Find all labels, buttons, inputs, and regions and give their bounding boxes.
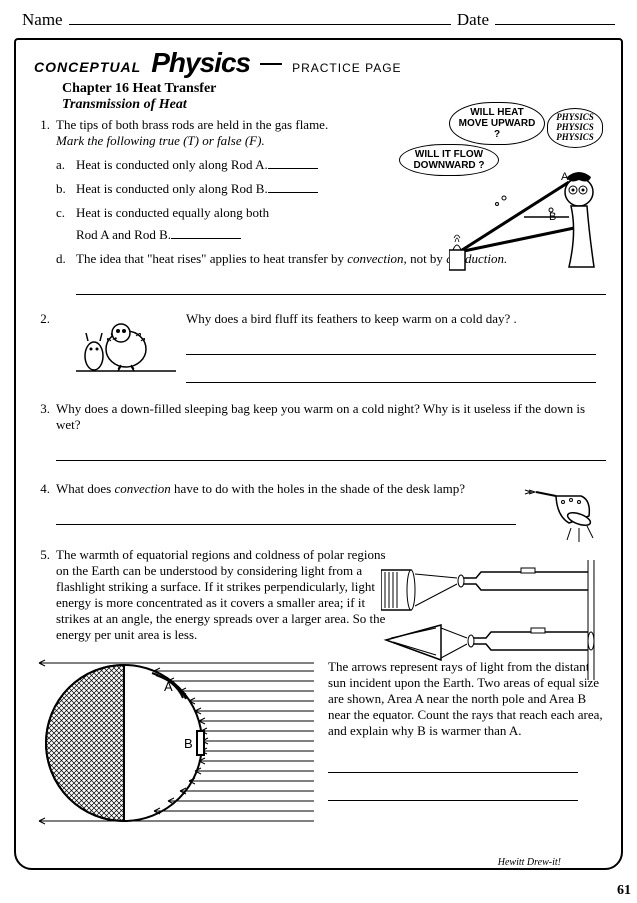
question-3: 3. Why does a down-filled sleeping bag k… [34, 401, 603, 461]
question-2: 2. Why does a bird fluff its feathers to… [34, 311, 603, 383]
q1-a-blank[interactable] [268, 157, 318, 169]
flashlight-icon [381, 560, 601, 680]
cartoon-rods: WILL HEAT MOVE UPWARD ? WILL IT FLOW DOW… [399, 102, 599, 272]
header: Name Date [14, 10, 623, 30]
q1-number: 1. [34, 117, 56, 295]
brand-rule [260, 63, 282, 65]
q1-b-letter: b. [56, 181, 76, 197]
brand-practice-page: PRACTICE PAGE [292, 61, 401, 75]
signature: Hewitt Drew-it! [498, 857, 561, 868]
q1-c-blank[interactable] [171, 227, 241, 239]
bird-icon [76, 311, 176, 381]
q1-b-blank[interactable] [268, 181, 318, 193]
q4-number: 4. [34, 481, 56, 525]
earth-area-b-label: B [184, 736, 193, 751]
q2-number: 2. [34, 311, 56, 327]
lamp-icon [521, 488, 601, 548]
q1-c-text1: Heat is conducted equally along both [76, 205, 269, 221]
q4-answer-line[interactable] [56, 509, 516, 525]
q1-a-letter: a. [56, 157, 76, 173]
q1-d-answer-line[interactable] [76, 279, 606, 295]
q1-d-letter: d. [56, 251, 76, 267]
page-number: 61 [617, 883, 631, 899]
q1-c-text2: Rod A and Rod B. [76, 227, 171, 242]
q2-answer-line-1[interactable] [186, 339, 596, 355]
q3-answer-line[interactable] [56, 445, 606, 461]
q2-text: Why does a bird fluff its feathers to ke… [186, 311, 603, 327]
q1-b-text: Heat is conducted only along Rod B. [76, 181, 268, 196]
q2-answer-line-2[interactable] [186, 367, 596, 383]
earth-area-a-label: A [164, 679, 173, 694]
q3-text: Why does a down-filled sleeping bag keep… [56, 401, 606, 433]
q5-number: 5. [34, 547, 56, 643]
person-rods-svg: A B [449, 162, 599, 272]
name-field-line[interactable] [69, 11, 451, 25]
earth-answer-line-2[interactable] [328, 785, 578, 801]
q1-a-text: Heat is conducted only along Rod A. [76, 157, 268, 172]
name-label: Name [22, 10, 63, 30]
earth-answer-line-1[interactable] [328, 757, 578, 773]
question-4: 4. What does convection have to do with … [34, 481, 603, 525]
date-label: Date [457, 10, 489, 30]
date-field-line[interactable] [495, 11, 615, 25]
earth-rays-svg: A B [34, 653, 314, 833]
thought-bubble-physics: PHYSICS PHYSICS PHYSICS [547, 108, 603, 148]
brand-row: CONCEPTUAL Physics PRACTICE PAGE [34, 52, 603, 75]
brand-conceptual: CONCEPTUAL [34, 59, 141, 75]
q1-c-letter: c. [56, 205, 76, 243]
brand-physics: Physics [151, 52, 250, 74]
chapter-title: Chapter 16 Heat Transfer [62, 81, 603, 97]
page-frame: CONCEPTUAL Physics PRACTICE PAGE Chapter… [14, 38, 623, 870]
thought-bubble-upward: WILL HEAT MOVE UPWARD ? [449, 102, 545, 145]
q3-number: 3. [34, 401, 56, 461]
q5-text: The warmth of equatorial regions and col… [56, 547, 386, 643]
